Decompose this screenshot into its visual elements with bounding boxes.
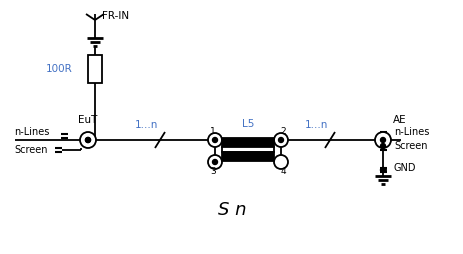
Text: n-Lines: n-Lines <box>14 127 49 137</box>
Text: S n: S n <box>217 201 246 219</box>
Circle shape <box>380 144 385 149</box>
Circle shape <box>80 132 96 148</box>
Bar <box>221 138 274 147</box>
Text: 100R: 100R <box>46 64 73 74</box>
Circle shape <box>274 133 288 147</box>
Text: 2: 2 <box>280 126 285 135</box>
Text: 3: 3 <box>210 167 215 176</box>
Circle shape <box>212 137 217 142</box>
Circle shape <box>212 160 217 165</box>
Text: 1: 1 <box>210 126 215 135</box>
Bar <box>221 147 274 152</box>
Circle shape <box>380 167 385 172</box>
Text: 1...n: 1...n <box>304 120 328 130</box>
Text: 4: 4 <box>280 167 285 176</box>
Text: GND: GND <box>393 163 416 173</box>
Text: FR-IN: FR-IN <box>102 11 129 21</box>
Circle shape <box>278 137 283 142</box>
Circle shape <box>374 132 390 148</box>
Bar <box>88 55 102 83</box>
Text: Screen: Screen <box>14 145 47 155</box>
Text: AE: AE <box>392 115 406 125</box>
Text: Screen: Screen <box>393 141 426 151</box>
Bar <box>221 152 274 161</box>
Circle shape <box>274 155 288 169</box>
Circle shape <box>85 137 90 142</box>
Text: EuT: EuT <box>78 115 98 125</box>
Text: 1...n: 1...n <box>135 120 158 130</box>
Circle shape <box>207 133 221 147</box>
Text: L5: L5 <box>241 119 254 129</box>
Circle shape <box>85 137 90 142</box>
Text: n-Lines: n-Lines <box>393 127 428 137</box>
Circle shape <box>380 137 385 142</box>
Circle shape <box>207 155 221 169</box>
